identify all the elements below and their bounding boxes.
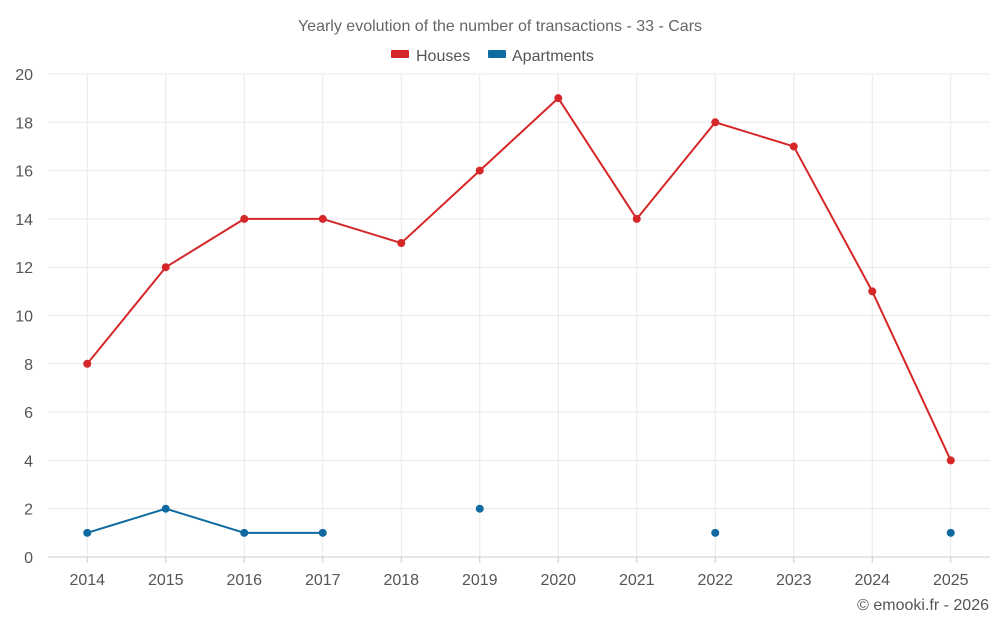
- data-point-houses-2016[interactable]: [240, 214, 249, 223]
- data-point-houses-2020[interactable]: [554, 94, 563, 103]
- x-tick-label: 2021: [619, 572, 655, 589]
- data-point-apartments-2025[interactable]: [946, 528, 955, 537]
- x-tick-label: 2025: [933, 572, 969, 589]
- data-point-apartments-2016[interactable]: [240, 528, 249, 537]
- series-apartments: [83, 504, 955, 537]
- x-tick-label: 2016: [226, 572, 262, 589]
- x-tick-label: 2024: [854, 572, 890, 589]
- data-point-apartments-2019[interactable]: [475, 504, 484, 513]
- legend-label-houses[interactable]: Houses: [416, 48, 470, 65]
- data-point-houses-2022[interactable]: [711, 118, 720, 127]
- legend: Houses Apartments: [391, 48, 594, 65]
- series-line-houses: [86, 97, 952, 461]
- data-point-houses-2018[interactable]: [397, 239, 406, 248]
- chart-title: Yearly evolution of the number of transa…: [298, 18, 702, 35]
- y-tick-label: 18: [15, 115, 33, 132]
- data-point-houses-2017[interactable]: [318, 214, 327, 223]
- data-point-apartments-2022[interactable]: [711, 528, 720, 537]
- axes: 0 2 4 6 8 10 12 14 16 18 20 2014 2015 2016 2017 2018 201…: [15, 67, 990, 589]
- y-tick-label: 10: [15, 309, 33, 326]
- x-tick-label: 2020: [540, 572, 576, 589]
- x-tick-label: 2015: [148, 572, 184, 589]
- data-point-houses-2025[interactable]: [946, 456, 955, 465]
- data-point-apartments-2017[interactable]: [318, 528, 327, 537]
- series-houses: [83, 94, 955, 465]
- data-point-houses-2023[interactable]: [789, 142, 798, 151]
- y-tick-label: 8: [24, 357, 33, 374]
- series: [83, 94, 955, 537]
- credit-text: © emooki.fr - 2026: [857, 597, 989, 614]
- data-point-houses-2019[interactable]: [475, 166, 484, 175]
- legend-swatch-apartments[interactable]: [488, 50, 506, 58]
- y-tick-label: 4: [24, 453, 33, 470]
- x-tick-label: 2014: [69, 572, 105, 589]
- series-line-apartments: [86, 507, 323, 534]
- y-tick-label: 2: [24, 502, 33, 519]
- grid: [48, 73, 990, 557]
- data-point-houses-2015[interactable]: [161, 263, 170, 272]
- data-point-apartments-2015[interactable]: [161, 504, 170, 513]
- y-tick-label: 12: [15, 260, 33, 277]
- data-point-apartments-2014[interactable]: [83, 528, 92, 537]
- y-tick-label: 14: [15, 212, 33, 229]
- data-point-houses-2014[interactable]: [83, 359, 92, 368]
- data-point-houses-2021[interactable]: [632, 214, 641, 223]
- x-tick-label: 2018: [383, 572, 419, 589]
- x-tick-label: 2022: [697, 572, 733, 589]
- x-tick-label: 2023: [776, 572, 812, 589]
- y-tick-label: 0: [24, 550, 33, 567]
- legend-label-apartments[interactable]: Apartments: [512, 48, 594, 65]
- y-tick-label: 20: [15, 67, 33, 84]
- y-tick-label: 6: [24, 405, 33, 422]
- legend-swatch-houses[interactable]: [391, 50, 409, 58]
- x-tick-label: 2017: [305, 572, 341, 589]
- x-tick-label: 2019: [462, 572, 498, 589]
- y-tick-label: 16: [15, 164, 33, 181]
- data-point-houses-2024[interactable]: [868, 287, 877, 296]
